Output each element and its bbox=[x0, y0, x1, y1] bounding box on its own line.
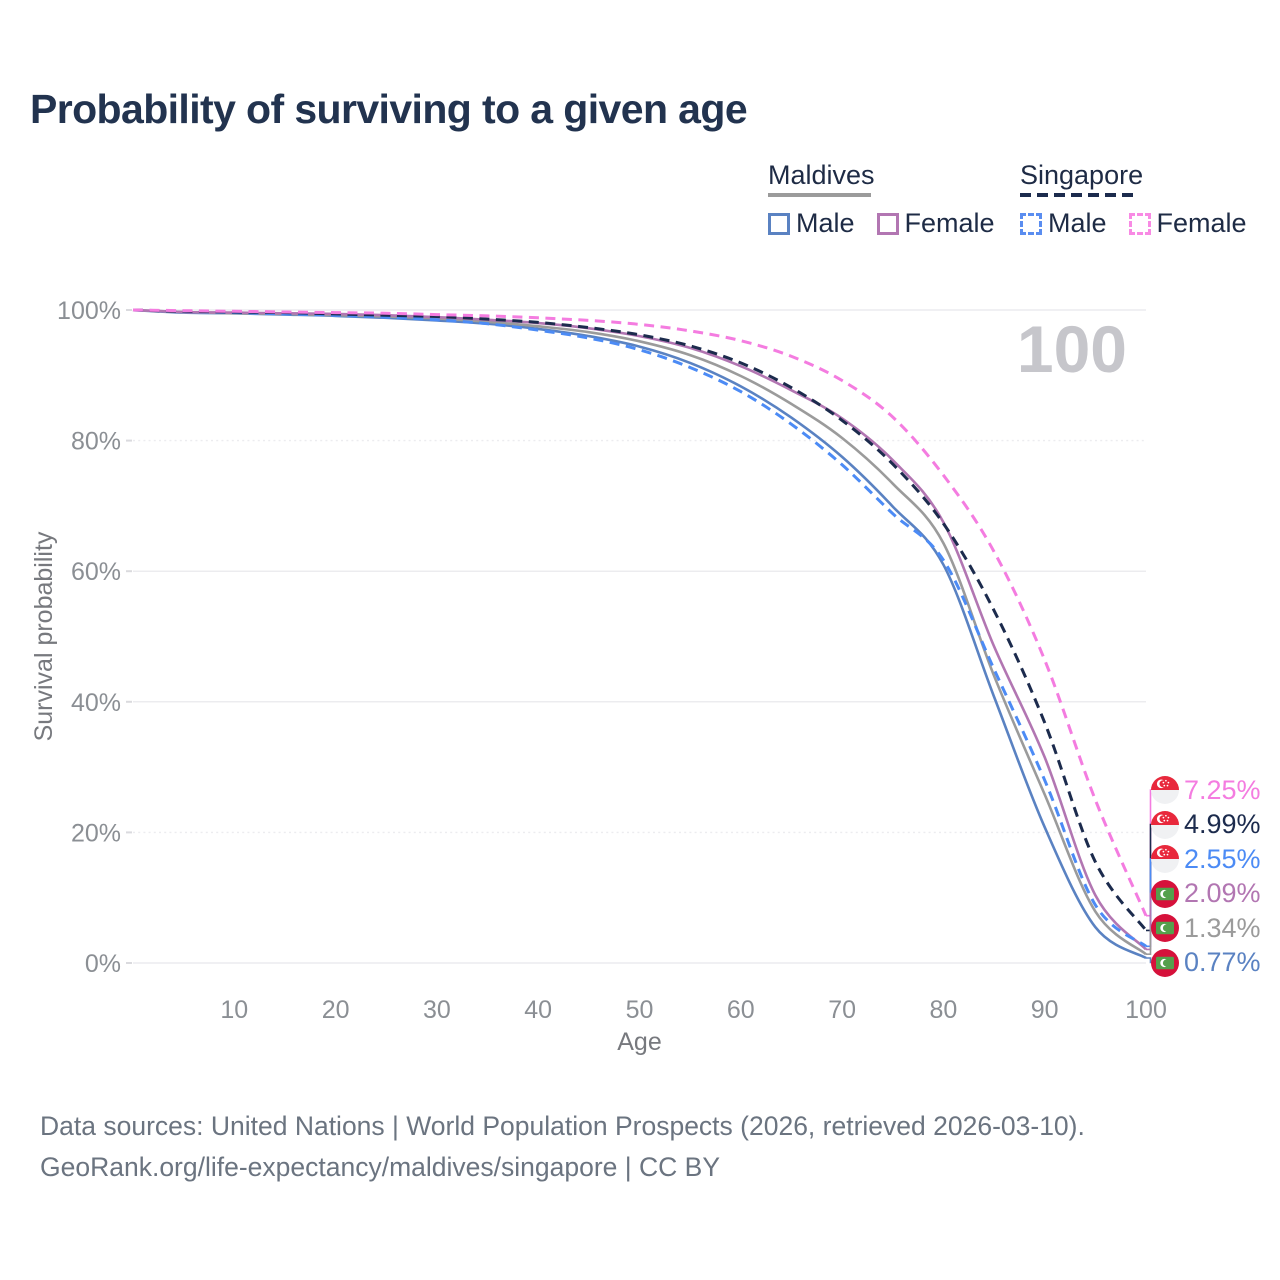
series-line-singapore-female[interactable] bbox=[132, 308, 1148, 917]
singapore-female-swatch[interactable] bbox=[1128, 212, 1151, 235]
singapore-flag-icon bbox=[1151, 776, 1179, 804]
end-label-value: 1.34% bbox=[1184, 912, 1261, 943]
chart-footer: Data sources: United Nations | World Pop… bbox=[40, 1106, 1085, 1188]
page-title: Probability of surviving to a given age bbox=[30, 86, 748, 132]
x-tick-label: 90 bbox=[1031, 996, 1059, 1024]
age-counter-watermark: 100 bbox=[1017, 312, 1127, 386]
end-label-value: 0.77% bbox=[1184, 947, 1261, 977]
x-tick-label: 10 bbox=[220, 996, 248, 1024]
x-tick-label: 20 bbox=[322, 996, 350, 1024]
y-axis-title: Survival probability bbox=[30, 531, 58, 741]
maldives-male-swatch[interactable] bbox=[768, 212, 790, 235]
maldives-male-label[interactable]: Male bbox=[796, 208, 855, 238]
singapore-flag-icon bbox=[1151, 810, 1179, 839]
end-label-singapore-male[interactable]: 2.55% bbox=[1151, 842, 1261, 876]
series-line-singapore-male[interactable] bbox=[132, 308, 1147, 948]
end-label-maldives-female[interactable]: 2.09% bbox=[1151, 877, 1261, 911]
end-label-value: 7.25% bbox=[1184, 774, 1261, 805]
y-tick-label: 20% bbox=[71, 819, 121, 847]
series-line-maldives[interactable] bbox=[132, 308, 1147, 956]
data-sources-line: Data sources: United Nations | World Pop… bbox=[40, 1111, 1085, 1141]
x-tick-label: 40 bbox=[524, 996, 552, 1024]
maldives-flag-icon bbox=[1151, 879, 1179, 908]
maldives-flag-icon bbox=[1151, 948, 1179, 977]
end-label-maldives-male[interactable]: 0.77% bbox=[1151, 946, 1261, 980]
maldives-female-label[interactable]: Female bbox=[904, 208, 995, 238]
legend-group-singapore-title[interactable]: Singapore bbox=[1020, 160, 1144, 190]
legend-group-singapore: Singapore Male Female bbox=[1020, 160, 1247, 239]
series-line-singapore[interactable] bbox=[132, 308, 1148, 932]
attribution-line: GeoRank.org/life-expectancy/maldives/sin… bbox=[40, 1152, 721, 1182]
singapore-male-label[interactable]: Male bbox=[1048, 208, 1107, 238]
series-line-maldives-female[interactable] bbox=[132, 308, 1147, 951]
y-tick-label: 80% bbox=[71, 428, 121, 456]
y-tick-label: 100% bbox=[57, 297, 121, 325]
end-label-singapore[interactable]: 4.99% bbox=[1151, 808, 1261, 842]
maldives-female-swatch[interactable] bbox=[876, 212, 899, 235]
series-line-maldives-male[interactable] bbox=[132, 308, 1147, 960]
singapore-female-label[interactable]: Female bbox=[1156, 208, 1247, 238]
x-tick-label: 70 bbox=[828, 996, 856, 1024]
x-tick-label: 30 bbox=[423, 996, 451, 1024]
x-tick-label: 50 bbox=[626, 996, 654, 1024]
end-label-singapore-female[interactable]: 7.25% bbox=[1151, 773, 1261, 807]
end-label-value: 2.09% bbox=[1184, 878, 1261, 908]
x-tick-label: 80 bbox=[929, 996, 957, 1024]
x-axis-title: Age bbox=[617, 1028, 661, 1056]
legend-group-maldives-title[interactable]: Maldives bbox=[768, 160, 875, 190]
end-label-value: 2.55% bbox=[1184, 843, 1261, 874]
maldives-line-sample bbox=[768, 193, 871, 197]
x-tick-label: 60 bbox=[727, 996, 755, 1024]
singapore-flag-icon bbox=[1151, 845, 1179, 873]
y-tick-label: 60% bbox=[71, 558, 121, 586]
end-label-value: 4.99% bbox=[1184, 809, 1261, 839]
y-tick-label: 0% bbox=[85, 950, 121, 978]
singapore-male-swatch[interactable] bbox=[1020, 212, 1042, 235]
end-label-maldives[interactable]: 1.34% bbox=[1151, 911, 1261, 945]
x-tick-label: 100 bbox=[1125, 996, 1167, 1024]
legend-group-maldives: Maldives Male Female bbox=[768, 160, 995, 239]
singapore-line-sample bbox=[1020, 193, 1136, 197]
y-tick-label: 40% bbox=[71, 689, 121, 717]
maldives-flag-icon bbox=[1151, 914, 1179, 942]
